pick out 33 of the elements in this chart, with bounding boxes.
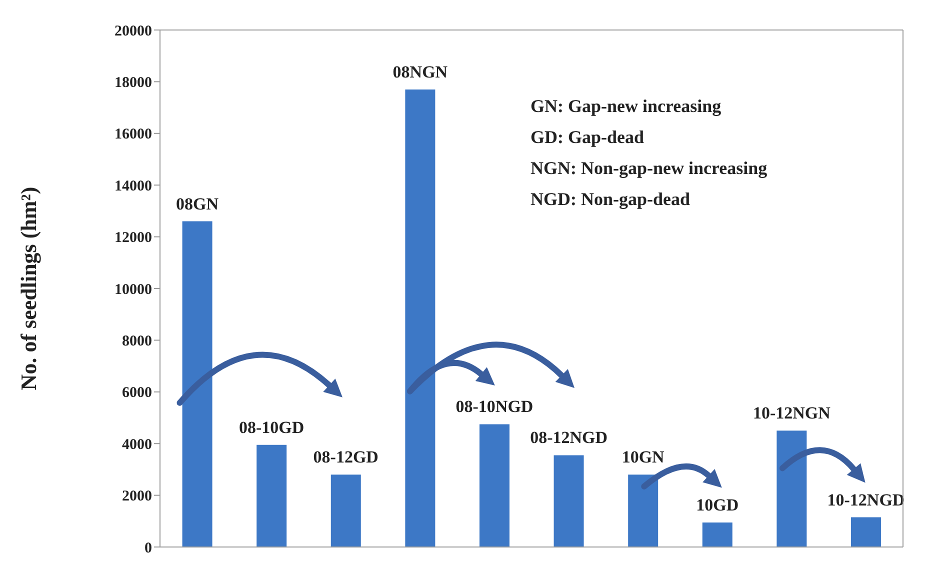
x-tick-label: 08-10NGD (456, 397, 534, 416)
y-tick-label: 12000 (114, 230, 152, 246)
bar (479, 424, 510, 547)
y-tick-label: 8000 (122, 334, 152, 350)
bar (256, 444, 287, 547)
x-tick-label: 08-10GD (239, 418, 304, 437)
annotation: NGD: Non-gap-dead (530, 188, 692, 211)
y-tick-label: 4000 (122, 436, 152, 453)
y-tick-label: 2000 (122, 488, 152, 505)
y-tick-label: 14000 (114, 178, 152, 194)
y-tick-label: 16000 (114, 126, 152, 143)
x-tick-label: 08-12NGD (530, 428, 608, 448)
x-tick-label: 08-12GD (313, 448, 378, 467)
x-tick-label: 08NGN (392, 62, 448, 82)
y-tick-label: 6000 (122, 385, 152, 402)
annotation: GD: Gap-dead (530, 126, 646, 149)
bar (850, 517, 881, 547)
y-tick-label: 20000 (114, 23, 152, 40)
x-tick-label: 10-12NGD (827, 490, 905, 510)
x-tick-label: 10GN (622, 448, 666, 467)
bar (702, 522, 732, 547)
x-tick-label: 10-12NGN (752, 404, 832, 423)
annotation: NGN: Non-gap-new increasing (530, 156, 768, 180)
x-tick-label: 10GD (696, 495, 739, 514)
bar (554, 455, 584, 547)
y-tick-label: 18000 (114, 75, 152, 92)
y-tick-label: 10000 (114, 282, 152, 298)
bar (182, 221, 212, 547)
y-tick-label: 0 (144, 540, 152, 556)
x-tick-label: 08GN (176, 194, 220, 214)
annotation: GN: Gap-new increasing (530, 94, 722, 118)
y-axis-title: No. of seedlings (hm²) (16, 186, 41, 390)
bar (330, 474, 361, 547)
